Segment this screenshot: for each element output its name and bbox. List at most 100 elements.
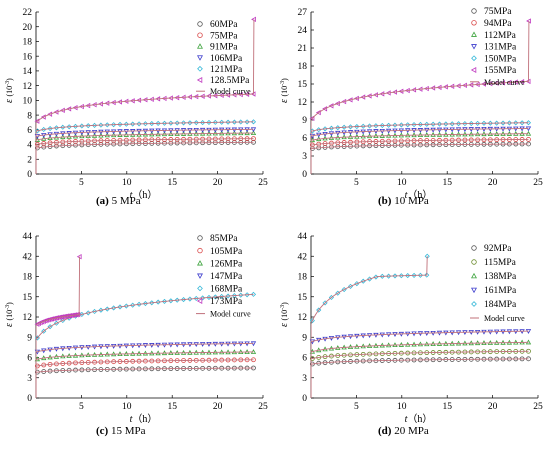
data-point: [525, 120, 532, 126]
data-point: [347, 124, 354, 130]
y-axis-exponent: -3: [5, 305, 11, 310]
y-axis-close: ): [5, 78, 14, 81]
y-tick-label: 0: [302, 394, 307, 404]
data-point: [316, 127, 322, 133]
y-tick-label: 42: [298, 252, 308, 262]
series-155MPa: [309, 18, 531, 174]
legend-label: 60MPa: [210, 20, 238, 30]
y-tick-label: 18: [23, 38, 33, 48]
y-tick-label: 14: [23, 67, 33, 77]
data-point: [449, 121, 455, 127]
data-point: [53, 125, 59, 131]
model-curve: [36, 19, 255, 123]
series-184MPa: [309, 253, 430, 398]
series-91MPa: [34, 130, 257, 174]
model-curve: [311, 330, 529, 343]
legend-marker: [471, 20, 477, 26]
data-point: [513, 120, 519, 126]
model-curve: [36, 132, 254, 141]
x-axis-symbol: t: [405, 414, 408, 425]
data-point: [373, 123, 379, 129]
data-point: [161, 298, 168, 304]
data-point: [225, 119, 231, 125]
data-point: [309, 115, 315, 122]
model-curve: [311, 143, 529, 150]
data-point: [136, 121, 142, 127]
data-point: [130, 302, 136, 308]
x-tick-label: 5: [79, 402, 84, 412]
model-curve: [36, 256, 81, 326]
x-tick-label: 25: [258, 402, 268, 412]
x-axis-symbol: t: [405, 190, 408, 201]
y-tick-label: 9: [302, 116, 307, 126]
x-tick-label: 25: [533, 178, 543, 188]
model-curve: [36, 367, 254, 373]
y-axis-label: ε (10-3): [4, 302, 15, 327]
legend-label: 115MPa: [484, 258, 517, 268]
y-axis-label: ε (10-3): [279, 78, 290, 103]
model-curve: [311, 358, 529, 365]
y-tick-label: 6: [27, 354, 32, 364]
y-tick-label: 9: [302, 333, 307, 343]
data-point: [168, 120, 174, 126]
y-tick-label: 27: [298, 8, 308, 18]
legend-marker: [471, 31, 477, 37]
model-curve: [36, 141, 254, 149]
legend-marker: [197, 273, 203, 279]
legend-label: 128.5MPa: [210, 76, 250, 86]
legend-marker: [471, 272, 477, 279]
data-point: [155, 120, 161, 126]
legend-marker: [471, 301, 477, 307]
data-point: [309, 318, 315, 324]
data-point: [322, 106, 328, 112]
y-axis-close: ): [5, 302, 14, 305]
y-axis-unit: (10: [280, 86, 289, 97]
legend-label: 106MPa: [210, 54, 243, 64]
x-tick-label: 20: [488, 178, 498, 188]
data-point: [212, 294, 218, 300]
chart-panel-4: 0 3 6 9 12 15 18 42 44 5 10 15 20 25 t（h） ε (10-3) 92MPa…: [279, 232, 543, 437]
legend-marker: [197, 21, 203, 27]
x-axis-label: t（h）: [130, 413, 158, 425]
data-point: [424, 121, 430, 127]
data-point: [392, 122, 398, 128]
data-point: [328, 103, 334, 109]
y-axis-symbol: ε: [279, 99, 290, 103]
model-curve: [311, 341, 529, 353]
data-point: [341, 124, 347, 130]
data-point: [174, 120, 180, 126]
data-point: [187, 296, 193, 302]
legend-marker: [197, 65, 203, 72]
y-tick-label: 6: [302, 134, 307, 144]
data-point: [79, 123, 85, 129]
data-point: [117, 121, 123, 128]
series-128.5MPa: [34, 16, 256, 174]
y-tick-label: 15: [298, 293, 308, 303]
legend-marker: [471, 259, 477, 265]
data-point: [168, 298, 174, 304]
data-point: [392, 273, 398, 279]
model-curve: [36, 121, 254, 132]
model-curve: [311, 122, 529, 132]
model-curve: [311, 350, 529, 360]
model-curve: [311, 128, 529, 137]
x-tick-label: 25: [533, 402, 543, 412]
data-point: [200, 119, 206, 126]
x-axis-symbol: t: [130, 190, 133, 201]
legend-label: Model curve: [210, 310, 251, 319]
data-point: [75, 311, 81, 318]
legend-label: 105MPa: [210, 247, 243, 257]
panel-caption: (d) 20 MPa: [378, 425, 429, 437]
y-tick-label: 42: [23, 252, 33, 262]
data-point: [519, 120, 525, 126]
legend-label: 155MPa: [484, 66, 517, 76]
y-tick-label: 44: [298, 232, 308, 242]
y-axis-close: ): [280, 78, 289, 81]
legend: 92MPa 115MPa 138MPa 161MPa 184MPa Model curve: [470, 244, 525, 323]
data-point: [405, 122, 411, 128]
legend-label: Model curve: [484, 78, 525, 87]
x-axis-unit: （h）: [407, 413, 432, 425]
data-point: [66, 124, 72, 130]
